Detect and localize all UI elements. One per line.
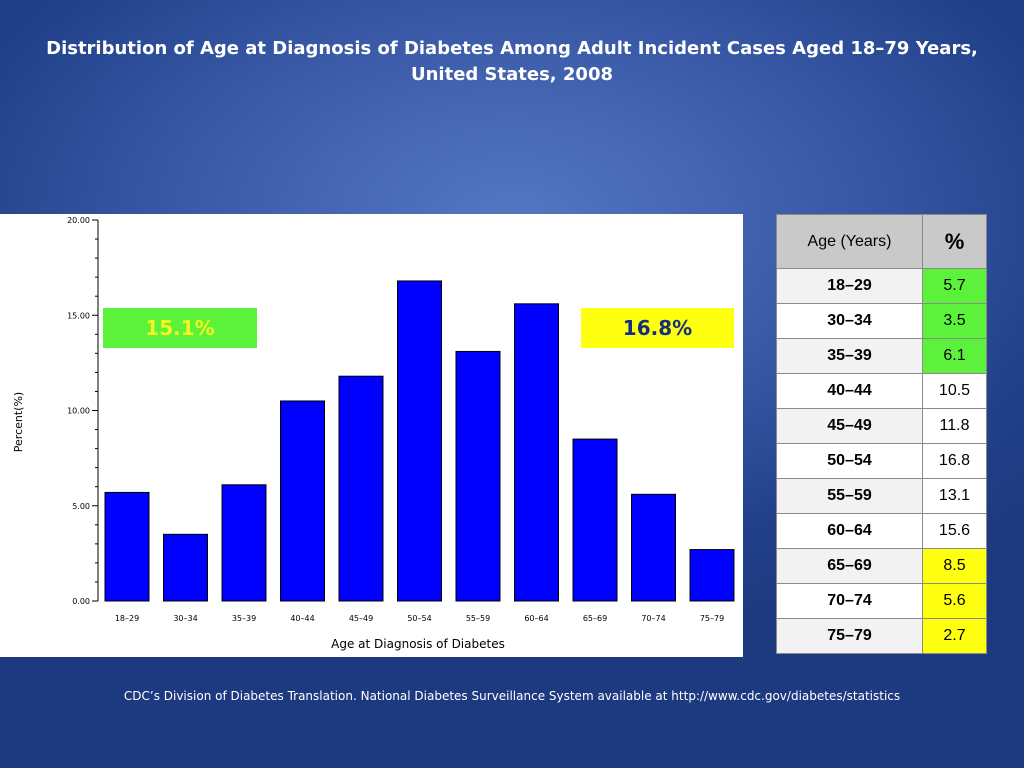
y-tick-label: 15.00: [67, 311, 90, 320]
bar: [221, 484, 267, 602]
table-row: 50–54 16.8: [776, 443, 987, 479]
bar: [514, 303, 559, 602]
bar-chart-panel: 0.00 5.00 10.00 15.00 20.00 18–29 30–34 35–39 40…: [0, 214, 743, 657]
y-tick-label: 0.00: [72, 597, 90, 606]
x-tick-label: 35–39: [232, 614, 256, 623]
bar: [572, 438, 618, 602]
header-age-years: Age (Years): [776, 214, 923, 269]
slide-title-line2: United States, 2008: [410, 64, 613, 85]
table-cell-age: 75–79: [776, 618, 923, 654]
table-cell-age: 30–34: [776, 303, 923, 339]
callout-right-percent: 16.8%: [581, 308, 734, 348]
bar-chart: 0.00 5.00 10.00 15.00 20.00 18–29 30–34 35–39 40…: [12, 216, 735, 651]
slide-title-line1: Distribution of Age at Diagnosis of Diab…: [46, 38, 978, 59]
table-cell-age: 45–49: [776, 408, 923, 444]
x-axis-label: Age at Diagnosis of Diabetes: [331, 637, 505, 651]
table-row: 18–29 5.7: [776, 268, 987, 304]
slide-title: Distribution of Age at Diagnosis of Diab…: [40, 36, 984, 88]
y-axis-label: Percent(%): [12, 392, 25, 452]
table-cell-percent: 5.6: [922, 583, 987, 619]
age-distribution-table: Age (Years) % 18–29 5.7 30–34 3.5 35–39 6.1 40…: [776, 214, 987, 654]
x-tick-label: 75–79: [700, 614, 724, 623]
table-cell-age: 18–29: [776, 268, 923, 304]
bar: [104, 491, 150, 602]
table-body: 18–29 5.7 30–34 3.5 35–39 6.1 40–44 10.5 45–49 11…: [776, 268, 987, 654]
table-row: 60–64 15.6: [776, 513, 987, 549]
bar: [163, 533, 208, 602]
y-tick-label: 5.00: [72, 502, 90, 511]
table-cell-percent: 2.7: [922, 618, 987, 654]
x-tick-label: 40–44: [290, 614, 314, 623]
bar: [280, 400, 325, 602]
x-tick-label: 65–69: [583, 614, 607, 623]
table-cell-age: 55–59: [776, 478, 923, 514]
bar: [455, 350, 501, 602]
table-row: 35–39 6.1: [776, 338, 987, 374]
table-cell-age: 35–39: [776, 338, 923, 374]
table-cell-percent: 8.5: [922, 548, 987, 584]
x-tick-label: 55–59: [466, 614, 490, 623]
table-cell-percent: 13.1: [922, 478, 987, 514]
table-row: 75–79 2.7: [776, 618, 987, 654]
table-cell-percent: 11.8: [922, 408, 987, 444]
callout-left-percent: 15.1%: [103, 308, 257, 348]
table-row: 30–34 3.5: [776, 303, 987, 339]
x-tick-label: 30–34: [173, 614, 197, 623]
bar: [397, 280, 442, 602]
y-tick-label: 10.00: [67, 407, 90, 416]
x-tick-label: 45–49: [349, 614, 373, 623]
table-row: 40–44 10.5: [776, 373, 987, 409]
x-tick-label: 60–64: [524, 614, 548, 623]
bar: [338, 375, 384, 602]
table-cell-percent: 16.8: [922, 443, 987, 479]
x-tick-label: 50–54: [407, 614, 431, 623]
table-cell-percent: 10.5: [922, 373, 987, 409]
source-citation: CDC’s Division of Diabetes Translation. …: [123, 689, 901, 703]
table-cell-age: 65–69: [776, 548, 923, 584]
x-tick-label: 18–29: [115, 614, 139, 623]
bar: [689, 549, 735, 602]
table-cell-percent: 6.1: [922, 338, 987, 374]
table-cell-age: 60–64: [776, 513, 923, 549]
table-row: 70–74 5.6: [776, 583, 987, 619]
x-tick-label: 70–74: [641, 614, 665, 623]
table-header-row: Age (Years) %: [776, 214, 987, 269]
table-cell-age: 50–54: [776, 443, 923, 479]
header-percent: %: [922, 214, 987, 269]
table-cell-percent: 3.5: [922, 303, 987, 339]
table-row: 45–49 11.8: [776, 408, 987, 444]
table-cell-percent: 15.6: [922, 513, 987, 549]
y-tick-label: 20.00: [67, 216, 90, 225]
table-row: 55–59 13.1: [776, 478, 987, 514]
table-row: 65–69 8.5: [776, 548, 987, 584]
table-cell-age: 40–44: [776, 373, 923, 409]
bar: [631, 493, 676, 602]
table-cell-age: 70–74: [776, 583, 923, 619]
table-cell-percent: 5.7: [922, 268, 987, 304]
